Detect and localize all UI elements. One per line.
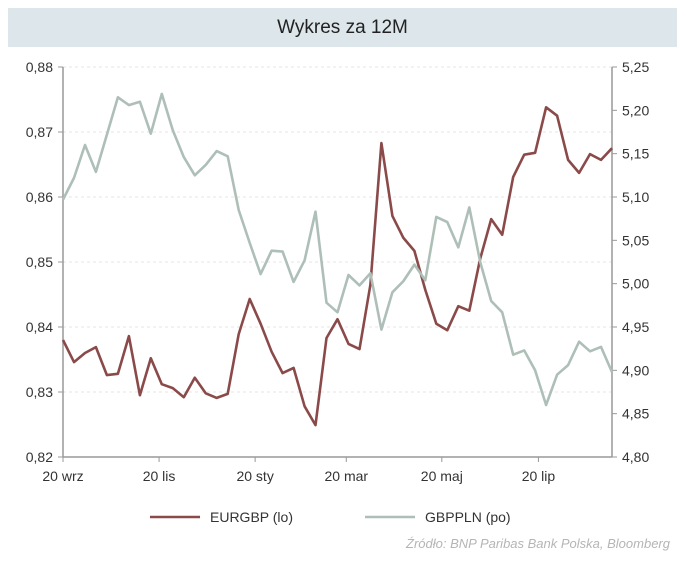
legend-label: GBPPLN (po) bbox=[425, 509, 511, 525]
right-tick-label: 4,90 bbox=[622, 362, 649, 378]
x-tick-label: 20 lis bbox=[143, 468, 176, 484]
left-tick-label: 0,82 bbox=[26, 449, 53, 465]
legend-label: EURGBP (lo) bbox=[210, 509, 293, 525]
right-tick-label: 4,80 bbox=[622, 449, 649, 465]
left-tick-label: 0,87 bbox=[26, 124, 53, 140]
source-note: Źródło: BNP Paribas Bank Polska, Bloombe… bbox=[406, 536, 670, 551]
series-line-eurgbp bbox=[61, 106, 613, 427]
left-tick-label: 0,88 bbox=[26, 59, 53, 75]
right-tick-label: 5,05 bbox=[622, 232, 649, 248]
right-tick-label: 5,25 bbox=[622, 59, 649, 75]
x-tick-label: 20 maj bbox=[421, 468, 463, 484]
right-tick-label: 5,00 bbox=[622, 276, 649, 292]
series-line-gbppln bbox=[61, 92, 614, 407]
right-tick-label: 5,20 bbox=[622, 102, 649, 118]
x-tick-label: 20 mar bbox=[324, 468, 368, 484]
chart-title: Wykres za 12M bbox=[8, 8, 677, 47]
left-tick-label: 0,86 bbox=[26, 189, 53, 205]
left-tick-label: 0,83 bbox=[26, 384, 53, 400]
x-tick-label: 20 lip bbox=[522, 468, 556, 484]
x-tick-label: 20 wrz bbox=[42, 468, 83, 484]
right-tick-label: 5,10 bbox=[622, 189, 649, 205]
left-tick-label: 0,85 bbox=[26, 254, 53, 270]
x-tick-label: 20 sty bbox=[236, 468, 273, 484]
left-tick-label: 0,84 bbox=[26, 319, 53, 335]
right-tick-label: 4,85 bbox=[622, 406, 649, 422]
right-tick-label: 4,95 bbox=[622, 319, 649, 335]
right-tick-label: 5,15 bbox=[622, 146, 649, 162]
